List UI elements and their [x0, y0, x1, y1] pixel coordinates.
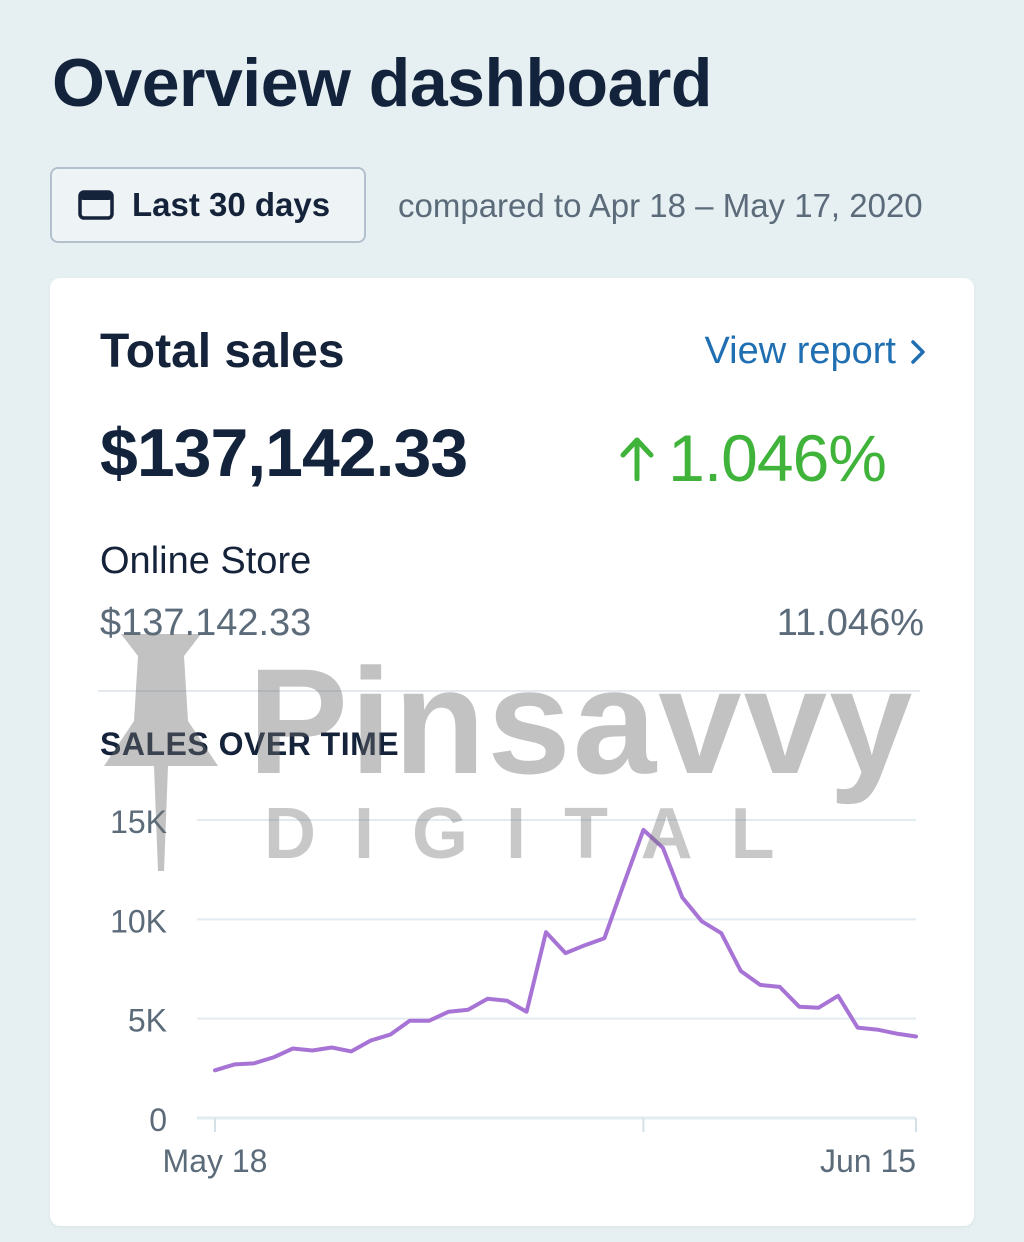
sales-change: 1.046% — [618, 420, 887, 496]
channel-value: $137.142.33 — [100, 602, 312, 644]
sales-series-line — [213, 827, 918, 1073]
view-report-label: View report — [704, 330, 896, 372]
sales-over-time-chart: 0 5K 10K 15K May 18 Jun 15 — [110, 804, 918, 1179]
date-range-label: Last 30 days — [132, 186, 331, 223]
x-tick-label: May 18 — [163, 1143, 268, 1179]
channel-name: Online Store — [100, 540, 312, 582]
y-tick-label: 10K — [110, 903, 167, 939]
total-sales-card: Total sales View report $137,142.33 1.04… — [50, 278, 974, 1226]
total-sales-value: $137,142.33 — [100, 415, 468, 491]
channel-percent: 11.046% — [776, 602, 924, 644]
y-tick-label: 15K — [110, 804, 167, 840]
x-tick-label: Jun 15 — [820, 1143, 916, 1179]
calendar-icon — [78, 190, 114, 220]
change-percent: 1.046% — [668, 421, 887, 495]
card-title: Total sales — [100, 325, 345, 378]
date-range-button[interactable]: Last 30 days — [50, 167, 366, 243]
comparison-text: compared to Apr 18 – May 17, 2020 — [398, 187, 923, 224]
arrow-up-icon — [618, 435, 656, 481]
divider — [98, 690, 920, 692]
y-tick-label: 5K — [128, 1003, 167, 1039]
chevron-right-icon — [910, 339, 926, 365]
view-report-link[interactable]: View report — [704, 330, 926, 373]
y-tick-label: 0 — [149, 1102, 167, 1138]
sales-over-time-heading: SALES OVER TIME — [100, 726, 400, 762]
page-title: Overview dashboard — [52, 45, 712, 121]
